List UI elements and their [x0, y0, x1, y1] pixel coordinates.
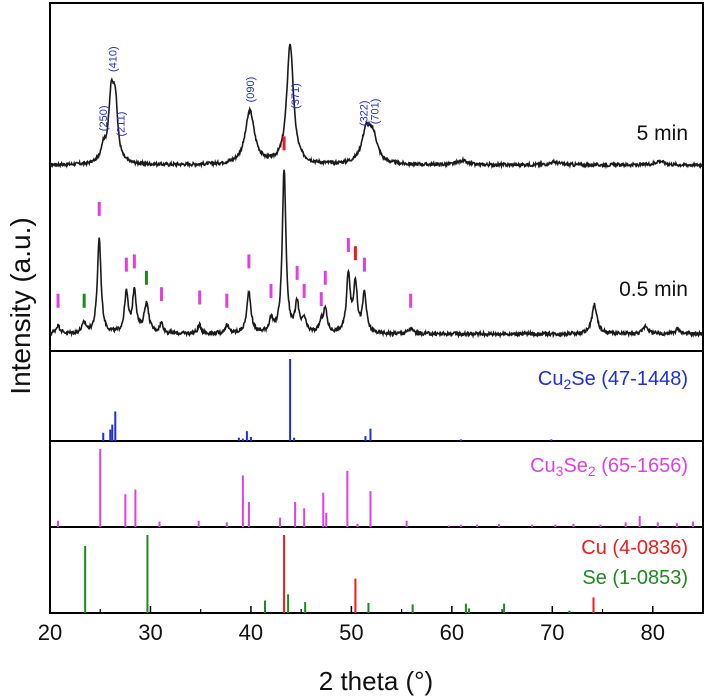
label-part: (65-1656) — [596, 455, 688, 477]
x-tick-label: 60 — [440, 620, 464, 645]
cu-label: Cu (4-0836) — [581, 537, 688, 559]
hkl-label: (090) — [245, 77, 257, 103]
hkl-label: (701) — [370, 99, 382, 125]
x-tick-label: 20 — [38, 620, 62, 645]
x-tick-label: 80 — [641, 620, 665, 645]
series-label: 0.5 min — [619, 278, 688, 301]
label-part: Cu — [538, 368, 564, 390]
hkl-label: (410) — [107, 46, 119, 72]
hkl-label: (250) — [98, 106, 110, 132]
series-label: 5 min — [637, 122, 688, 145]
data-marks — [49, 43, 704, 613]
label-part: 2 — [588, 463, 596, 479]
label-part: 2 — [563, 376, 571, 392]
x-tick-label: 50 — [339, 620, 363, 645]
panel-frames — [49, 2, 704, 614]
cu3se2-label: Cu3Se2 (65-1656) — [530, 455, 688, 479]
x-tick-label: 40 — [239, 620, 263, 645]
x-axis-title: 2 theta (°) — [319, 666, 433, 696]
label-part: Se (47-1448) — [571, 368, 688, 390]
xrd-trace-line — [49, 169, 704, 339]
se-label: Se (1-0853) — [582, 567, 688, 589]
label-part: Se (1-0853) — [582, 567, 688, 589]
text-labels: 5 min (250) (410) (211) (090) (371) (322) (701)… — [5, 46, 688, 696]
hkl-label: (322) — [358, 100, 370, 126]
label-part: Cu (4-0836) — [581, 537, 688, 559]
axes — [49, 606, 654, 613]
panel-frame-1 — [49, 2, 704, 352]
cu2se-label: Cu2Se (47-1448) — [538, 368, 688, 392]
panel-frame-4 — [49, 526, 704, 614]
panel-frame-2 — [49, 350, 704, 442]
label-part: Se — [563, 455, 587, 477]
x-tick-label: 30 — [138, 620, 162, 645]
hkl-label: (371) — [290, 83, 302, 109]
panel-frame-3 — [49, 440, 704, 528]
label-part: 3 — [556, 463, 564, 479]
hkl-label: (211) — [115, 112, 127, 137]
label-part: Cu — [530, 455, 556, 477]
y-axis-title: Intensity (a.u.) — [5, 217, 36, 394]
xrd-trace-line — [49, 43, 704, 170]
x-tick-label: 70 — [540, 620, 564, 645]
